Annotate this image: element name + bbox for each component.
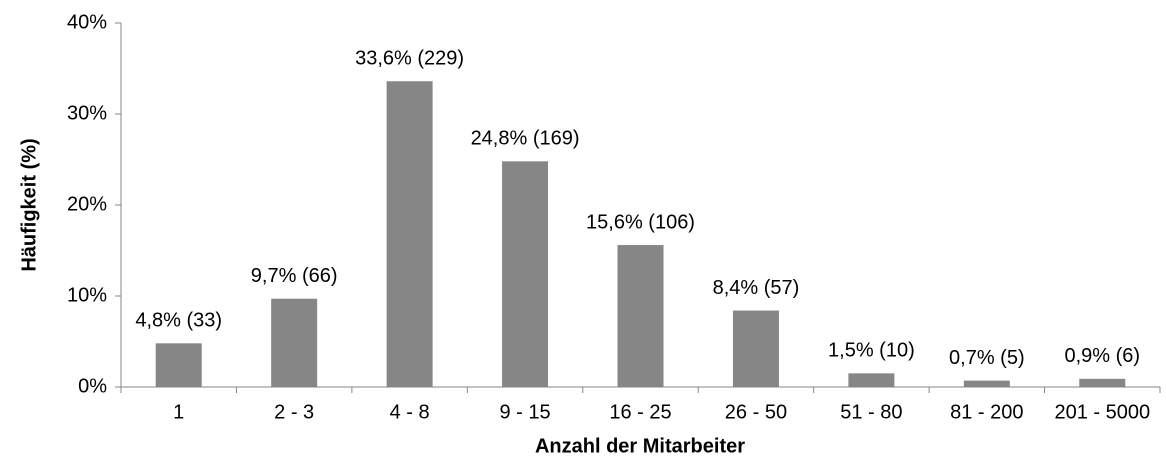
value-label: 4,8% (33) xyxy=(135,310,222,332)
y-tick-label: 20% xyxy=(67,193,107,215)
bar xyxy=(502,161,549,387)
value-label: 9,7% (66) xyxy=(251,265,338,287)
value-label: 33,6% (229) xyxy=(355,48,464,70)
bar xyxy=(848,373,895,387)
y-tick-label: 10% xyxy=(67,284,107,306)
bar xyxy=(617,245,664,387)
x-tick-label: 26 - 50 xyxy=(725,401,787,423)
bar xyxy=(963,380,1010,387)
value-label: 0,9% (6) xyxy=(1064,345,1140,367)
value-label: 24,8% (169) xyxy=(471,128,580,150)
x-tick-label: 9 - 15 xyxy=(499,401,550,423)
bar xyxy=(386,81,433,388)
x-tick-label: 4 - 8 xyxy=(390,401,430,423)
bar xyxy=(271,298,318,387)
y-axis-title: Häufigkeit (%) xyxy=(18,138,40,271)
value-label: 0,7% (5) xyxy=(949,347,1025,369)
x-tick-label: 81 - 200 xyxy=(950,401,1023,423)
y-tick-label: 0% xyxy=(78,375,107,397)
x-tick-label: 201 - 5000 xyxy=(1054,401,1150,423)
x-axis-title: Anzahl der Mitarbeiter xyxy=(535,435,745,457)
x-tick-label: 1 xyxy=(173,401,184,423)
bar xyxy=(1079,378,1126,387)
value-label: 8,4% (57) xyxy=(713,277,800,299)
x-tick-label: 51 - 80 xyxy=(840,401,902,423)
y-tick-label: 40% xyxy=(67,11,107,33)
value-label: 15,6% (106) xyxy=(586,211,695,233)
bar xyxy=(155,343,202,387)
bar xyxy=(732,310,779,387)
x-tick-label: 2 - 3 xyxy=(274,401,314,423)
value-label: 1,5% (10) xyxy=(828,340,915,362)
y-tick-label: 30% xyxy=(67,102,107,124)
x-tick-label: 16 - 25 xyxy=(609,401,671,423)
